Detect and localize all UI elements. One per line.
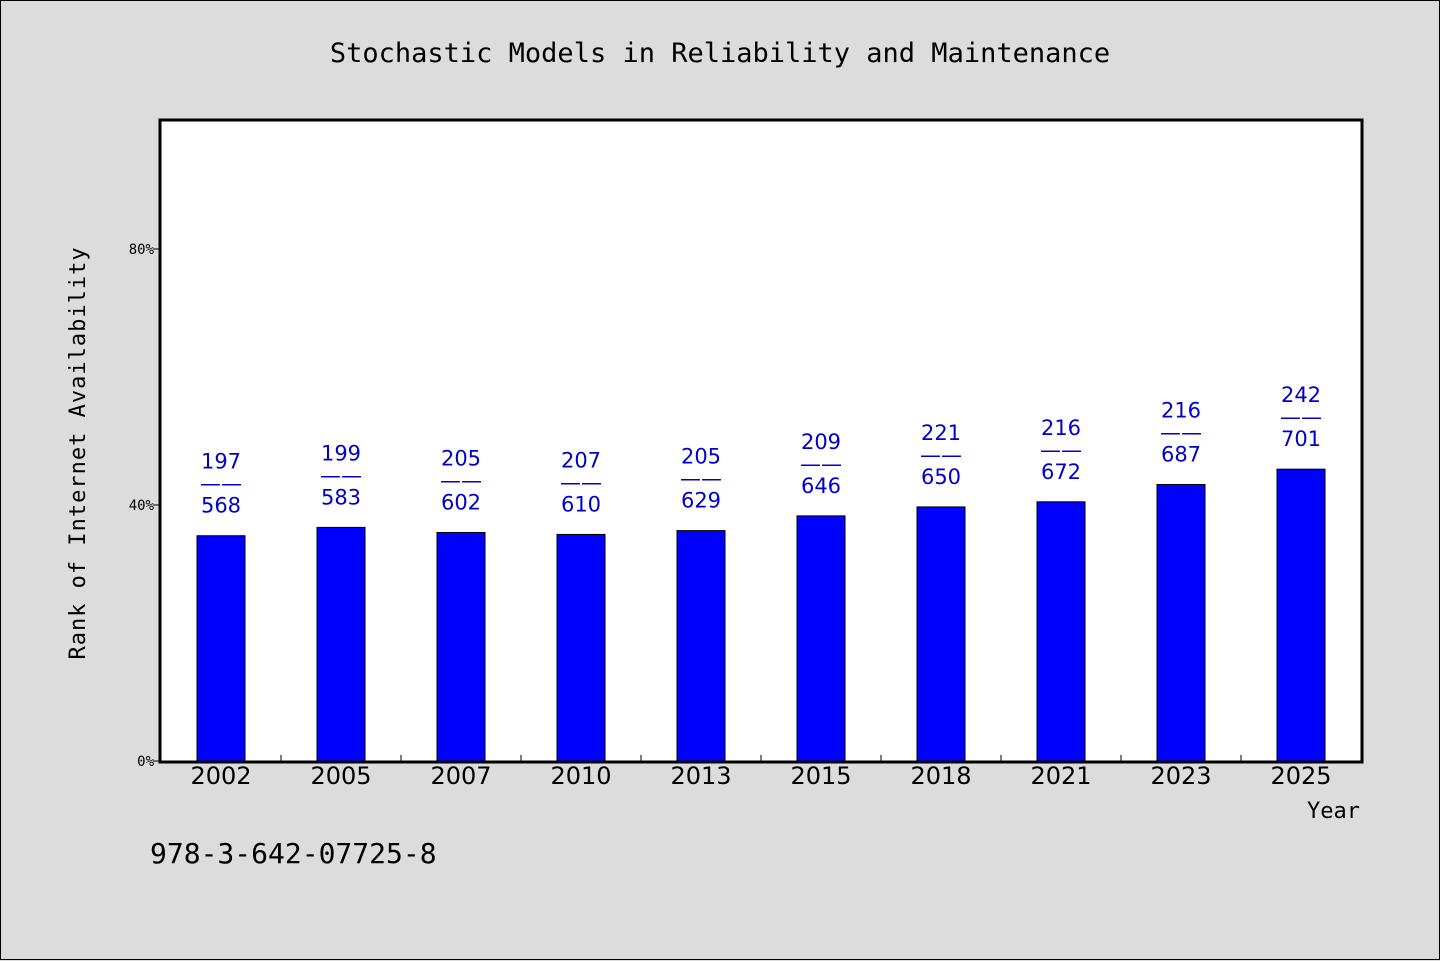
bar-2005 — [316, 526, 366, 762]
data-label-separator-2002: —— — [200, 472, 242, 496]
bar-2010 — [556, 533, 606, 762]
data-label-top-2002: 197 — [201, 450, 241, 474]
y-axis-title: Rank of Internet Availability — [66, 246, 91, 659]
data-labels-layer: 197——568199——583205——602207——610205——629… — [200, 383, 1322, 518]
data-label-bottom-2021: 672 — [1041, 460, 1081, 484]
x-tick-label-2023: 2023 — [1150, 762, 1211, 790]
data-label-top-2015: 209 — [801, 430, 841, 454]
data-label-top-2018: 221 — [921, 421, 961, 445]
data-label-bottom-2002: 568 — [201, 494, 241, 518]
bar-2015 — [796, 515, 846, 762]
data-label-bottom-2023: 687 — [1161, 443, 1201, 467]
data-label-top-2021: 216 — [1041, 416, 1081, 440]
x-axis: 2002 2005 2007 2010 2013 2015 2018 2021 2023 2025 — [190, 755, 1332, 790]
data-label-top-2013: 205 — [681, 445, 721, 469]
x-tick-label-2021: 2021 — [1030, 762, 1091, 790]
x-tick-label-2018: 2018 — [910, 762, 971, 790]
data-label-bottom-2018: 650 — [921, 465, 961, 489]
data-label-separator-2013: —— — [680, 467, 722, 491]
data-label-separator-2018: —— — [920, 443, 962, 467]
y-tick-label-80: 80% — [129, 242, 155, 258]
isbn-footer: 978-3-642-07725-8 — [150, 837, 437, 870]
data-label-separator-2021: —— — [1040, 438, 1082, 462]
y-axis: 0% 40% 80% — [129, 242, 161, 770]
data-label-top-2010: 207 — [561, 448, 601, 472]
bar-2025 — [1276, 468, 1326, 762]
data-label-top-2025: 242 — [1281, 383, 1321, 407]
chart-title: Stochastic Models in Reliability and Mai… — [330, 38, 1110, 69]
data-label-separator-2023: —— — [1160, 421, 1202, 445]
data-label-separator-2007: —— — [440, 469, 482, 493]
bar-2002 — [196, 535, 246, 762]
data-label-bottom-2010: 610 — [561, 492, 601, 516]
data-label-separator-2005: —— — [320, 463, 362, 487]
data-label-separator-2015: —— — [800, 452, 842, 476]
x-tick-label-2010: 2010 — [550, 762, 611, 790]
y-tick-label-0: 0% — [137, 754, 154, 770]
x-tick-label-2013: 2013 — [670, 762, 731, 790]
bar-2021 — [1036, 501, 1086, 762]
x-tick-label-2025: 2025 — [1270, 762, 1331, 790]
data-label-separator-2010: —— — [560, 470, 602, 494]
x-axis-title: Year — [1307, 799, 1360, 824]
data-label-bottom-2025: 701 — [1281, 427, 1321, 451]
data-label-bottom-2005: 583 — [321, 485, 361, 509]
data-label-bottom-2007: 602 — [441, 491, 481, 515]
bar-2023 — [1156, 484, 1206, 762]
data-label-top-2005: 199 — [321, 441, 361, 465]
bars-layer — [196, 468, 1326, 762]
bar-2018 — [916, 506, 966, 762]
data-label-top-2007: 205 — [441, 447, 481, 471]
bar-2013 — [676, 530, 726, 762]
x-tick-label-2005: 2005 — [310, 762, 371, 790]
x-tick-label-2007: 2007 — [430, 762, 491, 790]
bar-2007 — [436, 532, 486, 762]
x-tick-label-2015: 2015 — [790, 762, 851, 790]
x-tick-label-2002: 2002 — [190, 762, 251, 790]
y-tick-label-40: 40% — [129, 498, 155, 514]
data-label-bottom-2015: 646 — [801, 474, 841, 498]
data-label-separator-2025: —— — [1280, 405, 1322, 429]
data-label-top-2023: 216 — [1161, 399, 1201, 423]
data-label-bottom-2013: 629 — [681, 489, 721, 513]
